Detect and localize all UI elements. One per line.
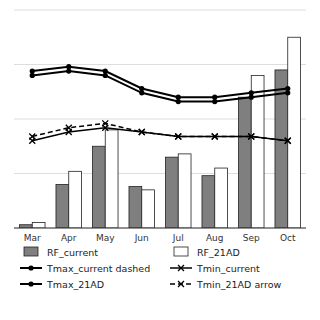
- bar-series: [32, 37, 300, 228]
- marker: [102, 120, 108, 126]
- marker: [248, 133, 254, 139]
- legend: RF_current RF_21AD Tmax_current dashed Tmin…: [20, 247, 281, 290]
- legend-marker: [178, 265, 184, 271]
- marker: [175, 133, 181, 139]
- bar: [142, 190, 155, 228]
- bar: [32, 223, 45, 228]
- grid-line: [14, 228, 306, 229]
- legend-swatch: [174, 247, 188, 256]
- bar: [129, 187, 142, 228]
- legend-marker: [178, 281, 184, 287]
- bar: [215, 168, 228, 228]
- marker: [29, 133, 35, 139]
- x-tick-label: Apr: [61, 233, 77, 243]
- line-series: [29, 120, 291, 143]
- x-axis-line: [14, 228, 306, 229]
- x-tick-label: Sep: [243, 233, 260, 243]
- bar: [69, 171, 82, 228]
- bar: [56, 184, 69, 228]
- legend-item: RF_current: [24, 247, 98, 258]
- legend-item: Tmin_current: [170, 263, 260, 274]
- marker: [66, 125, 72, 131]
- marker: [139, 129, 145, 135]
- marker: [103, 68, 108, 73]
- legend-label: Tmin_21AD arrow: [196, 279, 281, 290]
- marker: [285, 138, 291, 144]
- legend-swatch: [24, 247, 38, 256]
- x-tick-label: Jun: [134, 233, 149, 243]
- legend-label: Tmax_current dashed: [46, 263, 150, 274]
- marker: [212, 133, 218, 139]
- legend-item: Tmax_current dashed: [20, 263, 150, 274]
- x-tick-label: Oct: [280, 233, 296, 243]
- legend-label: Tmin_current: [196, 263, 260, 274]
- x-tick-label: May: [96, 233, 115, 243]
- legend-label: Tmax_21AD: [46, 279, 104, 290]
- grid-line: [14, 64, 306, 65]
- line-series: [30, 68, 291, 104]
- x-tick-label: Mar: [24, 233, 41, 243]
- legend-item: Tmin_21AD arrow: [170, 279, 281, 290]
- legend-item: Tmax_21AD: [20, 279, 104, 290]
- bar: [238, 97, 251, 228]
- bar: [165, 157, 178, 228]
- legend-label: RF_current: [47, 247, 98, 258]
- line-series: [30, 64, 291, 100]
- legend-marker: [28, 281, 33, 286]
- marker: [249, 90, 254, 95]
- bar: [288, 37, 301, 228]
- grid-line: [14, 10, 306, 11]
- bar: [92, 146, 105, 228]
- x-tick-label: Jul: [172, 233, 184, 243]
- bar: [105, 130, 118, 228]
- x-tick-label: Aug: [206, 233, 224, 243]
- legend-marker: [28, 265, 33, 270]
- chart-svg: Mar Apr May Jun Jul Aug Sep Oct RF_current RF_21A…: [0, 0, 320, 320]
- bar: [178, 154, 191, 228]
- line: [32, 123, 288, 140]
- grid: [14, 10, 306, 228]
- marker: [285, 86, 290, 91]
- marker: [212, 95, 217, 100]
- chart-container: Mar Apr May Jun Jul Aug Sep Oct RF_current RF_21A…: [0, 0, 320, 320]
- marker: [30, 68, 35, 73]
- legend-item: RF_21AD: [174, 247, 240, 258]
- line: [32, 71, 288, 102]
- plot-area: [19, 37, 300, 228]
- marker: [176, 95, 181, 100]
- marker: [139, 86, 144, 91]
- line: [32, 67, 288, 98]
- marker: [66, 64, 71, 69]
- legend-label: RF_21AD: [197, 247, 240, 258]
- bar: [202, 176, 215, 228]
